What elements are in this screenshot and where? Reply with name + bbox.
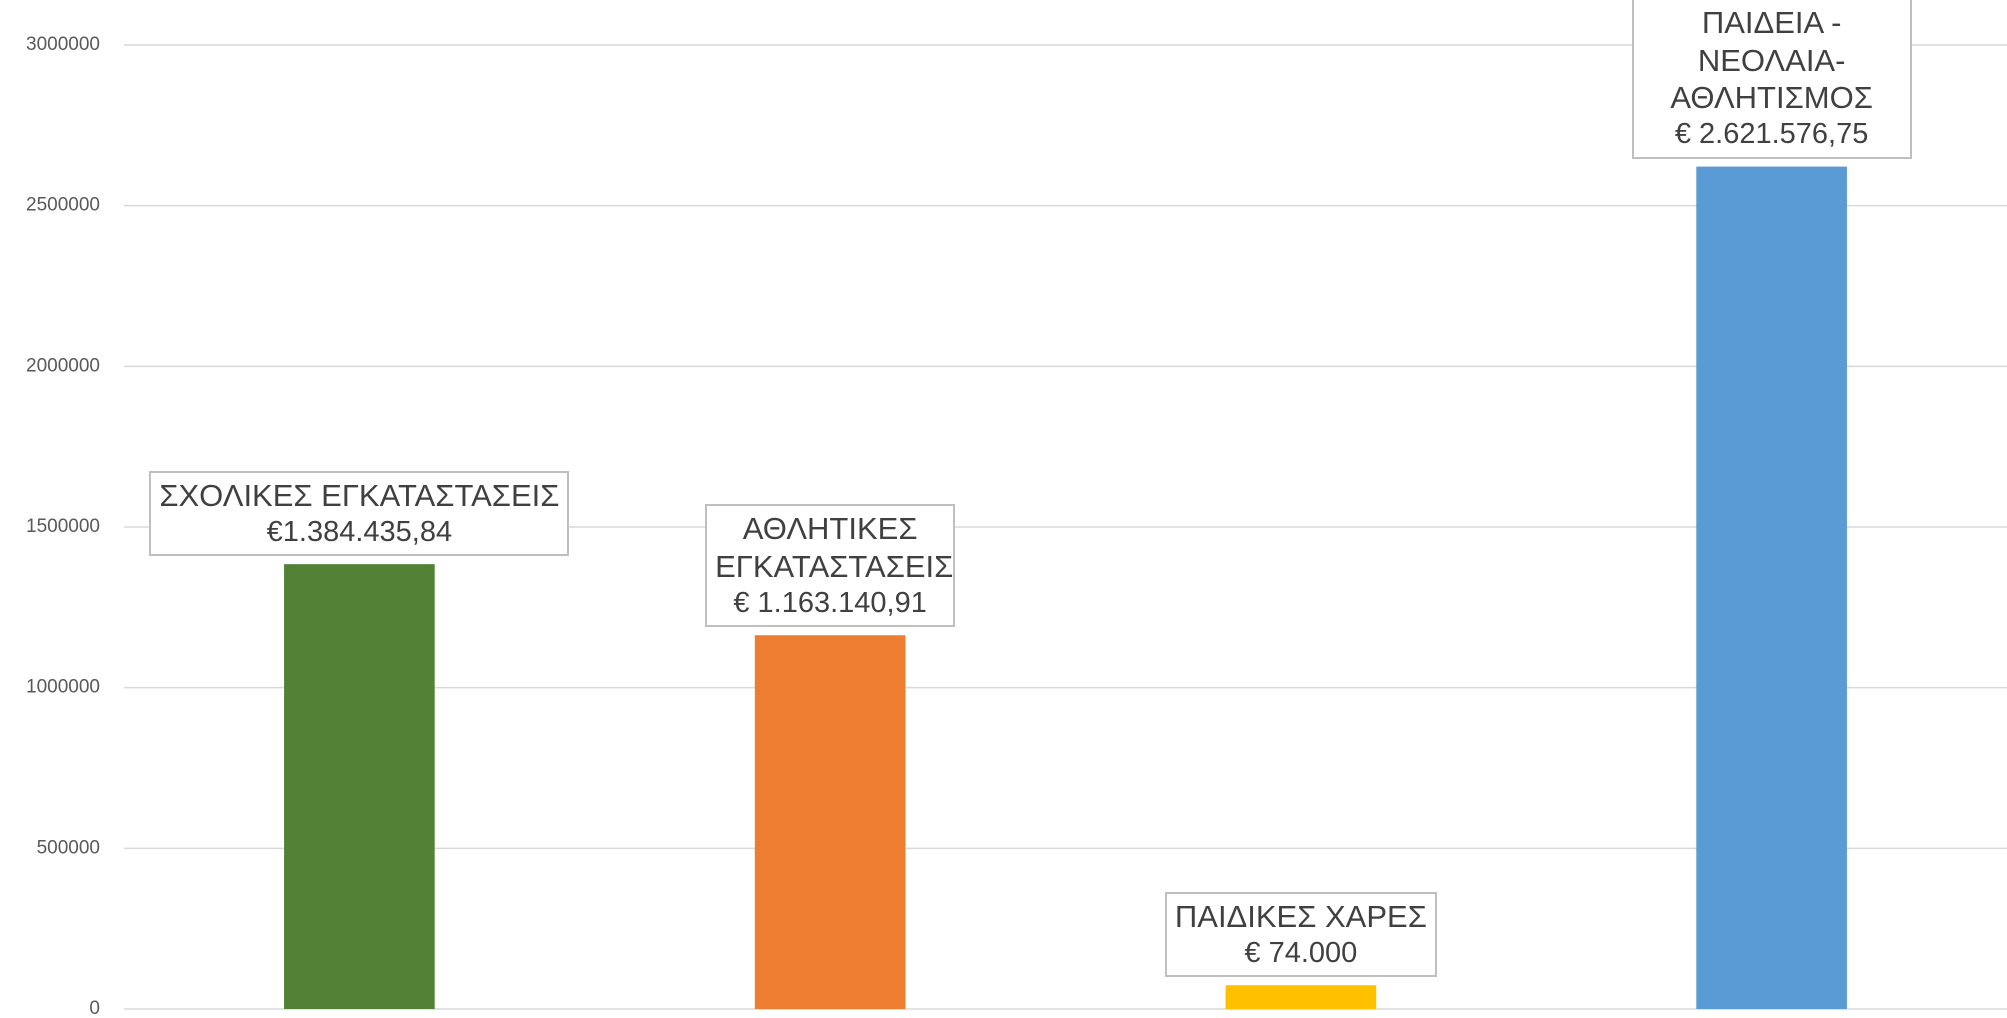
data-label: ΑΘΛΗΤΙΚΕΣ ΕΓΚΑΤΑΣΤΑΣΕΙΣ € 1.163.140,91: [705, 504, 956, 628]
y-tick-label: 2500000: [26, 195, 100, 216]
y-tick-label: 0: [89, 998, 100, 1018]
y-tick-label: 1000000: [26, 677, 100, 698]
value-label: € 2.621.576,75: [1674, 118, 1869, 151]
y-tick-label: 3000000: [26, 34, 100, 55]
y-tick-label: 2000000: [26, 355, 100, 376]
data-label: ΠΑΙΔΙΚΕΣ ΧΑΡΕΣ € 74.000: [1164, 892, 1437, 978]
bar: [1696, 166, 1847, 1010]
bar: [1225, 985, 1377, 1009]
data-label: ΣΧΟΛΙΚΕΣ ΕΓΚΑΤΑΣΤΑΣΕΙΣ €1.384.435,84: [149, 470, 570, 557]
category-name: ΠΑΙΔΙΚΕΣ ΧΑΡΕΣ: [1174, 899, 1427, 935]
category-name: ΑΘΛΗΤΙΚΕΣ ΕΓΚΑΤΑΣΤΑΣΕΙΣ: [715, 511, 954, 585]
value-label: € 1.163.140,91: [733, 586, 927, 619]
y-tick-label: 500000: [37, 837, 100, 858]
value-label: €1.384.435,84: [266, 515, 453, 548]
y-tick-label: 1500000: [26, 516, 100, 537]
value-label: € 74.000: [1244, 936, 1358, 969]
bar: [284, 564, 435, 1009]
category-name: ΣΧΟΛΙΚΕΣ ΕΓΚΑΤΑΣΤΑΣΕΙΣ: [159, 477, 560, 513]
bar: [754, 635, 906, 1009]
category-name: ΠΑΙΔΕΙΑ - ΝΕΟΛΑΙΑ-ΑΘΛΗΤΙΣΜΟΣ: [1670, 4, 1873, 116]
data-label: ΠΑΙΔΕΙΑ - ΝΕΟΛΑΙΑ-ΑΘΛΗΤΙΣΜΟΣ € 2.621.576,…: [1631, 0, 1912, 159]
